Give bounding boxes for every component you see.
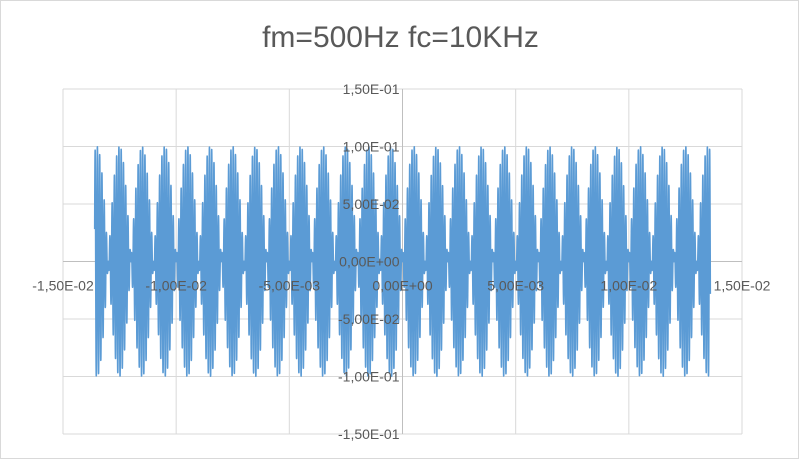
x-tick-label: 5,00E-03 xyxy=(487,278,544,294)
x-tick-label: 1,00E-02 xyxy=(600,278,657,294)
y-tick-label: -5,00E-02 xyxy=(338,311,400,327)
y-tick-label: -1,50E-01 xyxy=(338,426,400,442)
x-tick-label: -1,00E-02 xyxy=(145,278,207,294)
x-tick-label: -1,50E-02 xyxy=(32,278,94,294)
series-line xyxy=(93,145,712,378)
y-tick-label: -1,00E-01 xyxy=(338,369,400,385)
chart-title: fm=500Hz fc=10KHz xyxy=(262,21,539,54)
x-tick-label: 0,00E+00 xyxy=(372,278,433,294)
y-tick-label: 5,00E-02 xyxy=(343,196,400,212)
y-tick-label: 1,00E-01 xyxy=(343,139,400,155)
y-tick-label: 0,00E+00 xyxy=(339,254,400,270)
y-tick-label: 1,50E-01 xyxy=(343,81,400,97)
x-tick-label: 1,50E-02 xyxy=(714,278,771,294)
tick-labels: -1,50E-02 -1,00E-02 -5,00E-03 0,00E+00 5,00E… xyxy=(32,81,770,442)
series-am-signal xyxy=(93,145,712,378)
x-tick-label: -5,00E-03 xyxy=(259,278,321,294)
